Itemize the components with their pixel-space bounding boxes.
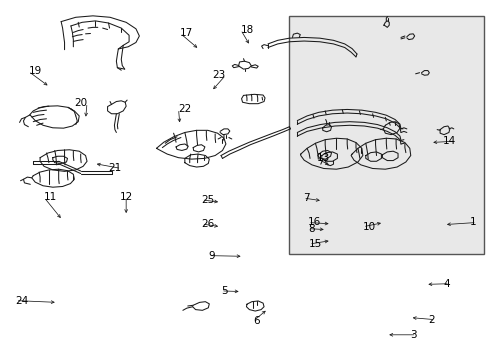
Text: 16: 16 — [307, 217, 321, 228]
Text: 25: 25 — [201, 195, 214, 205]
Text: 12: 12 — [119, 192, 133, 202]
Text: 15: 15 — [308, 239, 322, 249]
Text: 9: 9 — [208, 251, 215, 261]
Text: 13: 13 — [316, 153, 329, 163]
Text: 20: 20 — [74, 98, 87, 108]
Text: 8: 8 — [307, 224, 314, 234]
Text: 1: 1 — [469, 217, 476, 228]
Text: 3: 3 — [409, 330, 416, 340]
Text: 7: 7 — [303, 193, 309, 203]
Bar — [288, 16, 483, 254]
Text: 6: 6 — [253, 316, 260, 326]
Text: 4: 4 — [442, 279, 449, 289]
Text: 2: 2 — [427, 315, 434, 325]
Text: 17: 17 — [180, 28, 193, 38]
Text: 23: 23 — [212, 70, 225, 80]
Text: 14: 14 — [442, 136, 455, 146]
Text: 19: 19 — [28, 66, 41, 76]
Text: 5: 5 — [221, 286, 227, 296]
Text: 10: 10 — [362, 222, 375, 232]
Text: 18: 18 — [240, 24, 253, 35]
Text: 21: 21 — [108, 163, 121, 174]
Text: 22: 22 — [178, 104, 191, 114]
Text: 11: 11 — [44, 192, 57, 202]
Text: 26: 26 — [201, 219, 214, 229]
Text: 24: 24 — [16, 296, 29, 306]
